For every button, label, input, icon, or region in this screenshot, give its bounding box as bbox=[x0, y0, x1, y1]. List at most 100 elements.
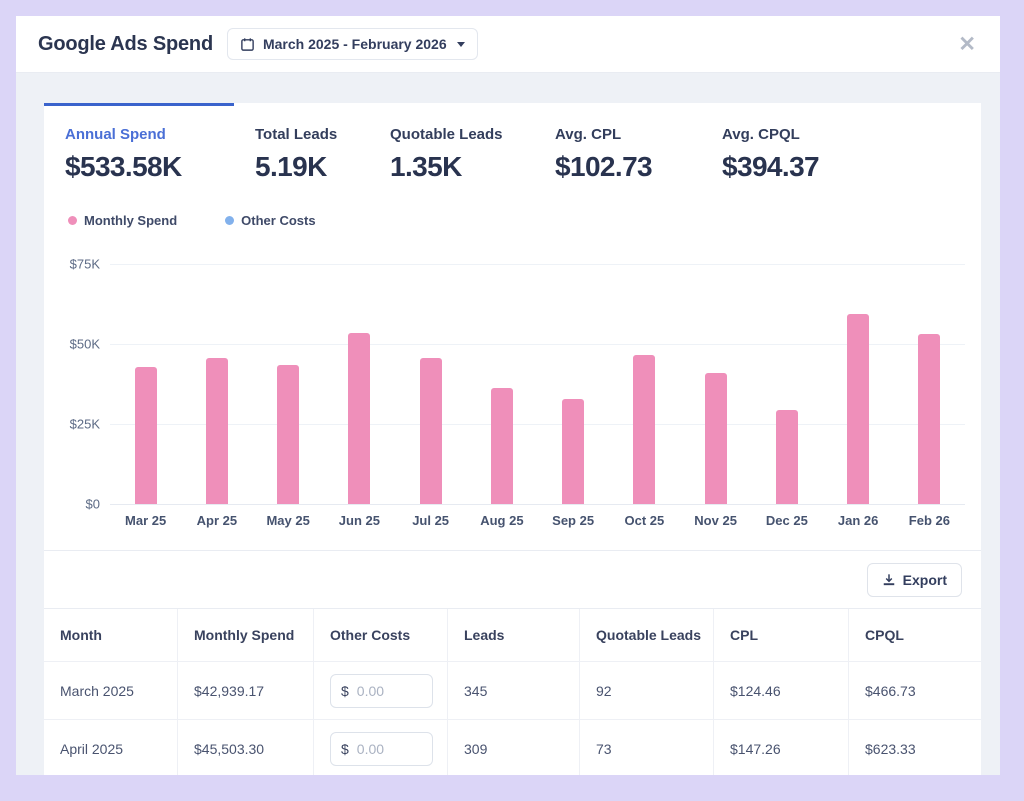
y-axis-tick-label: $50K bbox=[69, 336, 100, 352]
other-costs-field[interactable] bbox=[356, 740, 422, 757]
other-costs-input[interactable]: $ bbox=[330, 731, 433, 766]
currency-prefix: $ bbox=[341, 682, 349, 699]
monthly-spend-bar[interactable] bbox=[419, 358, 442, 504]
cell-cpl: $147.26 bbox=[714, 720, 849, 775]
chart-legend: Monthly Spend Other Costs bbox=[68, 213, 981, 228]
monthly-spend-bar[interactable] bbox=[134, 367, 157, 504]
legend-item[interactable]: Other Costs bbox=[225, 213, 316, 228]
bar-slot bbox=[894, 264, 965, 504]
x-axis-tick-label: Sep 25 bbox=[552, 513, 595, 528]
stat-label: Avg. CPQL bbox=[722, 126, 800, 143]
bar-slot bbox=[823, 264, 894, 504]
close-icon[interactable]: ✕ bbox=[958, 32, 976, 56]
y-axis-tick-label: $0 bbox=[85, 496, 100, 512]
cell-monthly-spend: $45,503.30 bbox=[178, 720, 314, 775]
cell-other-costs: $ bbox=[314, 720, 448, 775]
x-axis-tick-label: Jun 25 bbox=[338, 513, 380, 528]
stat-value: 1.35K bbox=[390, 151, 462, 182]
x-axis-tick-label: May 25 bbox=[266, 513, 310, 528]
cell-quotable-leads: 73 bbox=[580, 720, 714, 775]
bar-slot bbox=[181, 264, 252, 504]
monthly-spend-bar[interactable] bbox=[562, 399, 585, 504]
cell-other-costs: $ bbox=[314, 662, 448, 719]
gridline bbox=[110, 504, 965, 505]
report-card: Annual Spend $533.58K Total Leads 5.19K Quot… bbox=[44, 103, 981, 775]
monthly-spend-bar[interactable] bbox=[490, 388, 513, 504]
x-axis-tick-label: Oct 25 bbox=[624, 513, 665, 528]
cell-cpql: $466.73 bbox=[865, 682, 916, 699]
stat-value: 5.19K bbox=[255, 151, 327, 182]
table-header-cell: Month bbox=[44, 609, 178, 661]
legend-item[interactable]: Monthly Spend bbox=[68, 213, 177, 228]
bar-slot bbox=[538, 264, 609, 504]
stat-label: Avg. CPL bbox=[555, 126, 622, 143]
bar-slot bbox=[609, 264, 680, 504]
x-axis-tick-label: Jan 26 bbox=[837, 513, 879, 528]
cell-cpl: $124.46 bbox=[714, 662, 849, 719]
calendar-icon bbox=[241, 37, 254, 51]
other-costs-field[interactable] bbox=[356, 682, 422, 699]
stat-value: $394.37 bbox=[722, 151, 820, 182]
x-axis-tick-label: Jul 25 bbox=[412, 513, 450, 528]
spend-bar-chart: $75K $50K $25K $0 Mar 25 Apr 25 May 25 Jun 25 J… bbox=[44, 257, 965, 550]
monthly-spend-bar[interactable] bbox=[277, 365, 300, 504]
cell-month: April 2025 bbox=[44, 720, 178, 775]
export-button[interactable]: Export bbox=[866, 562, 962, 597]
bars-layer bbox=[110, 264, 965, 504]
stat-tab[interactable]: Quotable Leads 1.35K bbox=[390, 126, 555, 183]
monthly-spend-bar[interactable] bbox=[633, 355, 656, 504]
page-title: Google Ads Spend bbox=[38, 32, 213, 55]
cell-cpql: $623.33 bbox=[865, 740, 916, 757]
ads-spend-modal: Google Ads Spend March 2025 - February 2… bbox=[16, 16, 1000, 775]
stat-label: Total Leads bbox=[255, 126, 338, 143]
cell-quotable-leads: 92 bbox=[580, 662, 714, 719]
bar-slot bbox=[466, 264, 537, 504]
monthly-spend-bar[interactable] bbox=[348, 333, 371, 504]
stat-tab[interactable]: Total Leads 5.19K bbox=[255, 126, 390, 183]
bar-slot bbox=[110, 264, 181, 504]
stat-tab[interactable]: Avg. CPQL $394.37 bbox=[722, 126, 820, 183]
cell-leads: 309 bbox=[448, 720, 580, 775]
date-range-label: March 2025 - February 2026 bbox=[262, 36, 447, 52]
stat-value: $533.58K bbox=[65, 151, 182, 182]
stat-tab[interactable]: Avg. CPL $102.73 bbox=[555, 126, 722, 183]
legend-label: Other Costs bbox=[241, 213, 316, 228]
legend-dot-icon bbox=[225, 216, 235, 225]
monthly-spend-bar[interactable] bbox=[847, 314, 870, 504]
monthly-spend-bar[interactable] bbox=[775, 410, 798, 504]
chart-x-axis-labels: Mar 25 Apr 25 May 25 Jun 25 Jul 25 Aug 25 Sep … bbox=[110, 513, 965, 550]
x-axis-tick-label: Aug 25 bbox=[480, 513, 524, 528]
chart-plot-area: $75K $50K $25K $0 bbox=[70, 257, 965, 512]
stat-label: Annual Spend bbox=[65, 126, 166, 143]
stats-row: Annual Spend $533.58K Total Leads 5.19K Quot… bbox=[44, 103, 981, 183]
table-header-cell: CPQL bbox=[865, 627, 904, 643]
legend-label: Monthly Spend bbox=[84, 213, 178, 228]
monthly-spend-bar[interactable] bbox=[205, 358, 228, 504]
gridline bbox=[110, 264, 965, 265]
x-axis-tick-label: Mar 25 bbox=[125, 513, 167, 528]
bar-slot bbox=[253, 264, 324, 504]
cell-month: March 2025 bbox=[44, 662, 178, 719]
y-axis-tick-label: $75K bbox=[69, 256, 100, 272]
stat-label: Quotable Leads bbox=[390, 126, 503, 143]
table-header-cell: CPL bbox=[714, 609, 849, 661]
stat-tab[interactable]: Annual Spend $533.58K bbox=[65, 126, 255, 183]
chevron-down-icon bbox=[456, 41, 465, 47]
bar-slot bbox=[751, 264, 822, 504]
monthly-spend-table: Month Monthly Spend Other Costs Leads Quotab… bbox=[44, 608, 981, 775]
table-header-row: Month Monthly Spend Other Costs Leads Quotab… bbox=[44, 609, 981, 661]
active-tab-underline bbox=[44, 103, 234, 106]
export-button-label: Export bbox=[902, 571, 947, 588]
other-costs-input[interactable]: $ bbox=[330, 673, 433, 708]
x-axis-tick-label: Feb 26 bbox=[908, 513, 950, 528]
table-header-cell: Leads bbox=[448, 609, 580, 661]
x-axis-tick-label: Apr 25 bbox=[196, 513, 238, 528]
monthly-spend-bar[interactable] bbox=[918, 334, 941, 504]
stat-value: $102.73 bbox=[555, 151, 653, 182]
y-axis-tick-label: $25K bbox=[69, 416, 100, 432]
x-axis-tick-label: Dec 25 bbox=[765, 513, 808, 528]
date-range-dropdown[interactable]: March 2025 - February 2026 bbox=[226, 28, 478, 60]
monthly-spend-bar[interactable] bbox=[704, 373, 727, 504]
